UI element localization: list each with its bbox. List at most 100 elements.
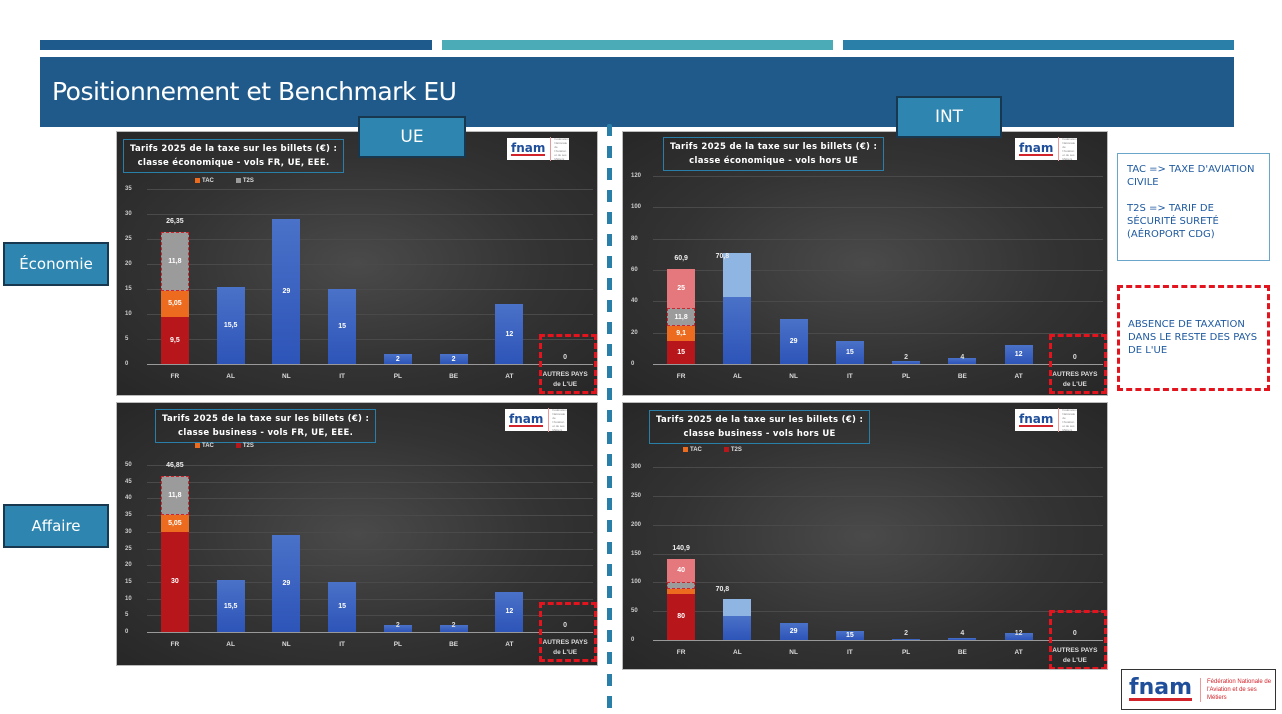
bar-total-label: 26,35 (166, 218, 184, 226)
chart-title-line: Tarifs 2025 de la taxe sur les billets (… (656, 415, 864, 425)
fnam-mini-logo: fnam Fédération Nationale de l'Aviation e… (507, 137, 569, 161)
chart-title: Tarifs 2025 de la taxe sur les billets (… (155, 409, 377, 443)
gridline (653, 270, 1103, 271)
bar-al (723, 599, 752, 640)
bar-segment: 2 (439, 354, 468, 364)
gridline (147, 339, 593, 340)
chart-title-line: classe business - vols hors UE (683, 429, 836, 439)
gridline (147, 581, 593, 583)
legend-swatch (683, 447, 688, 452)
bar-segment: 15 (835, 340, 864, 364)
bar-segment-tac (667, 588, 696, 594)
bar-fr: 30 5,05 11,8 (160, 475, 189, 632)
x-tick-label: AUTRES PAYS de L'UE (542, 639, 588, 656)
x-tick-label: BE (957, 373, 967, 380)
gridline (653, 524, 1103, 526)
no-tax-highlight (539, 334, 597, 394)
x-tick-label: FR (170, 641, 180, 648)
y-tick-label: 80 (631, 235, 638, 242)
bar-nl: 29 (779, 318, 808, 364)
legend-label: TAC (690, 447, 702, 454)
y-tick-label: 10 (125, 311, 132, 317)
tag-ue: UE (358, 116, 466, 158)
bar-segment: 15,5 (216, 580, 245, 632)
logo-wordmark: fnam (509, 411, 544, 427)
bar-segment (892, 638, 921, 640)
header-stripe (40, 40, 432, 50)
bar-segment-base: 30 (160, 531, 189, 632)
chart-title-line: classe économique - vols FR, UE, EEE. (137, 158, 330, 168)
plot-area: 0 5 10 15 20 25 30 35 FR 9,5 5,05 11,8 26,35 AL 15,5 NL… (125, 186, 597, 394)
bar-pl (383, 625, 412, 632)
gridline (653, 467, 1103, 468)
bar-value-label: 4 (960, 630, 965, 637)
x-tick-label: BE (449, 641, 459, 648)
plot-area: 0 50 100 150 200 250 300 FR 80 40 140,9 AL 70,8 NL 29 I… (631, 464, 1107, 669)
chart-title-line: Tarifs 2025 de la taxe sur les billets (… (670, 142, 878, 152)
y-tick-label: 20 (125, 261, 132, 267)
legend-swatch (723, 447, 729, 452)
title-bar: Positionnement et Benchmark EU (40, 57, 1234, 127)
x-tick-label: AT (1014, 649, 1023, 656)
chart-title-line: classe économique - vols hors UE (689, 156, 859, 166)
x-tick-label: AUTRES PAYS de L'UE (1052, 371, 1098, 388)
no-tax-highlight (539, 602, 597, 662)
bar-segment: 29 (779, 623, 808, 640)
y-tick-label: 25 (125, 236, 132, 242)
gridline (653, 207, 1103, 209)
bar-segment: 29 (779, 318, 808, 364)
x-tick-label: AT (505, 641, 514, 648)
bar-at: 12 (495, 304, 524, 364)
logo-wordmark: fnam (1019, 411, 1054, 427)
no-tax-highlight (1048, 334, 1107, 394)
y-tick-label: 40 (631, 298, 638, 305)
chart-business-int: Tarifs 2025 de la taxe sur les billets (… (622, 402, 1108, 670)
legend-label: T2S (242, 443, 254, 450)
bar-segment-t2s: 11,8 (160, 475, 189, 515)
gridline (147, 189, 593, 190)
x-tick-label: BE (957, 649, 967, 656)
x-tick-label: IT (339, 641, 346, 648)
bar-segment: 2 (383, 354, 412, 364)
y-tick-label: 45 (125, 478, 132, 485)
bar-segment-tac: 5,05 (160, 514, 189, 532)
gridline (653, 611, 1103, 613)
bar-value-label: 0 (563, 622, 568, 629)
bar-segment-extra: 40 (667, 558, 696, 582)
fnam-logo: fnam Fédération Nationale de l'Aviation … (1121, 669, 1276, 710)
x-tick-label: NL (282, 373, 291, 380)
bar-value-label: 0 (563, 354, 568, 361)
x-tick-label: FR (170, 373, 180, 380)
bar-segment (1004, 633, 1033, 640)
bar-it: 15 (835, 631, 864, 640)
logo-wordmark: fnam (1019, 140, 1054, 156)
gridline (653, 301, 1103, 303)
no-tax-highlight (1048, 610, 1107, 669)
gridline (147, 598, 593, 600)
bar-value-label: 12 (1014, 630, 1023, 637)
no-tax-note: ABSENCE DE TAXATION DANS LE RESTE DES PA… (1117, 285, 1270, 391)
x-axis (147, 632, 593, 633)
bar-segment-tac: 5,05 (160, 291, 189, 317)
logo-subtitle: Fédération Nationale de l'Aviation et de… (1058, 408, 1077, 432)
y-tick-label: 200 (631, 521, 642, 528)
x-tick-label: PL (901, 373, 911, 380)
bar-segment (439, 625, 468, 632)
logo-subtitle: Fédération Nationale de l'Aviation et de… (1200, 677, 1275, 702)
legend-t2s: T2S => TARIF DE SÉCURITÉ SURETÉ (AÉROPOR… (1127, 203, 1219, 240)
x-tick-label: IT (846, 373, 853, 380)
legend-label: T2S (242, 178, 254, 185)
bar-segment (723, 599, 752, 616)
y-tick-label: 35 (125, 512, 132, 519)
x-tick-label: AT (1014, 373, 1023, 380)
acronym-legend-box: TAC => TAXE D'AVIATION CIVILE T2S => TAR… (1117, 153, 1270, 261)
bar-segment-tac: 9,1 (667, 326, 696, 341)
bar-at: 12 (495, 591, 524, 632)
gridline (147, 289, 593, 290)
y-tick-label: 5 (125, 612, 129, 619)
y-tick-label: 15 (125, 286, 132, 292)
bar-segment-t2s: 11,8 (160, 232, 189, 292)
y-tick-label: 30 (125, 528, 132, 535)
legend-item: TAC (683, 447, 702, 453)
x-tick-label: IT (846, 649, 853, 656)
